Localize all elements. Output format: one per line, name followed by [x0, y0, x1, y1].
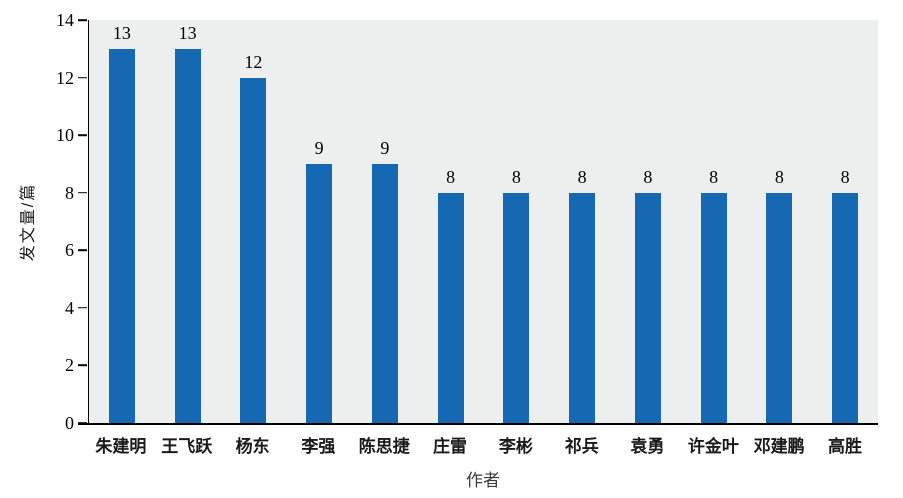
bar-slot: 13	[89, 20, 155, 423]
bar-slot: 9	[352, 20, 418, 423]
x-category-label: 王飞跃	[161, 437, 213, 456]
bar	[832, 192, 859, 423]
x-category-label: 朱建明	[95, 437, 147, 456]
bar	[437, 192, 464, 423]
bar-slot: 13	[155, 20, 221, 423]
bar-slot: 8	[681, 20, 747, 423]
bar-value-label: 8	[840, 166, 850, 187]
y-tick-label: 8	[65, 182, 74, 203]
y-tick-mark	[78, 422, 87, 424]
bar-value-label: 13	[112, 22, 131, 43]
bar	[108, 48, 135, 423]
x-category-label: 邓建鹏	[753, 437, 805, 456]
bar-value-label: 9	[314, 137, 324, 158]
bar-value-label: 9	[380, 137, 390, 158]
x-category-label: 高胜	[828, 437, 863, 456]
bar-slot: 8	[418, 20, 484, 423]
bar-value-label: 13	[178, 22, 197, 43]
y-tick-label: 0	[65, 413, 74, 433]
y-tick-label: 6	[65, 240, 74, 261]
bar	[700, 192, 727, 423]
y-tick-mark	[78, 249, 87, 252]
x-labels: 朱建明 王飞跃 杨东 李强 陈思捷 庄雷 李彬 祁兵 袁勇 许金叶 邓建鹏 高胜	[88, 432, 878, 457]
bar	[240, 77, 267, 423]
y-tick-label: 14	[56, 10, 74, 30]
y-tick-mark	[78, 364, 87, 367]
bar	[766, 192, 793, 423]
y-tick-mark	[78, 134, 87, 136]
bar	[306, 163, 333, 423]
bar-value-label: 8	[511, 166, 521, 187]
y-tick-mark	[78, 19, 87, 21]
x-category-label: 袁勇	[630, 437, 665, 456]
x-category-label: 李彬	[498, 437, 533, 456]
bar	[371, 163, 398, 423]
bar	[174, 48, 201, 423]
x-category-label: 杨东	[235, 437, 270, 456]
x-category-label: 许金叶	[687, 437, 739, 456]
bar-value-label: 8	[643, 166, 653, 187]
bar-slot: 12	[221, 20, 287, 423]
bar	[503, 192, 530, 423]
bar-value-label: 8	[774, 166, 784, 187]
bar-slot: 8	[549, 20, 615, 423]
y-axis-title: 发文量/篇	[20, 182, 37, 262]
x-category-label: 陈思捷	[358, 437, 410, 456]
y-tick-label: 4	[65, 297, 74, 318]
bar-slot: 8	[812, 20, 878, 423]
bar-slot: 8	[615, 20, 681, 423]
bar-value-label: 8	[446, 166, 456, 187]
y-tick-label: 12	[56, 67, 74, 88]
bar	[634, 192, 661, 423]
x-axis-title: 作者	[466, 471, 500, 490]
y-tick-label: 10	[56, 125, 74, 146]
bar-slot: 9	[286, 20, 352, 423]
bars-layer: 13 13 12 9 9 8 8 8 8 8 8 8	[89, 20, 878, 423]
x-category-label: 李强	[301, 437, 336, 456]
bar-slot: 8	[484, 20, 550, 423]
y-tick-label: 2	[65, 355, 74, 376]
bar-value-label: 8	[577, 166, 587, 187]
x-category-label: 祁兵	[564, 437, 599, 456]
bar-value-label: 8	[709, 166, 719, 187]
plot-area: 13 13 12 9 9 8 8 8 8 8 8 8 0 2 4 6 8 10 12 14	[56, 11, 878, 432]
y-tick-mark	[78, 76, 87, 79]
bar-slot: 8	[747, 20, 813, 423]
y-tick-mark	[78, 191, 87, 194]
bar	[569, 192, 596, 423]
x-category-label: 庄雷	[433, 437, 468, 456]
bar-value-label: 12	[244, 51, 263, 72]
y-tick-mark	[78, 307, 87, 309]
